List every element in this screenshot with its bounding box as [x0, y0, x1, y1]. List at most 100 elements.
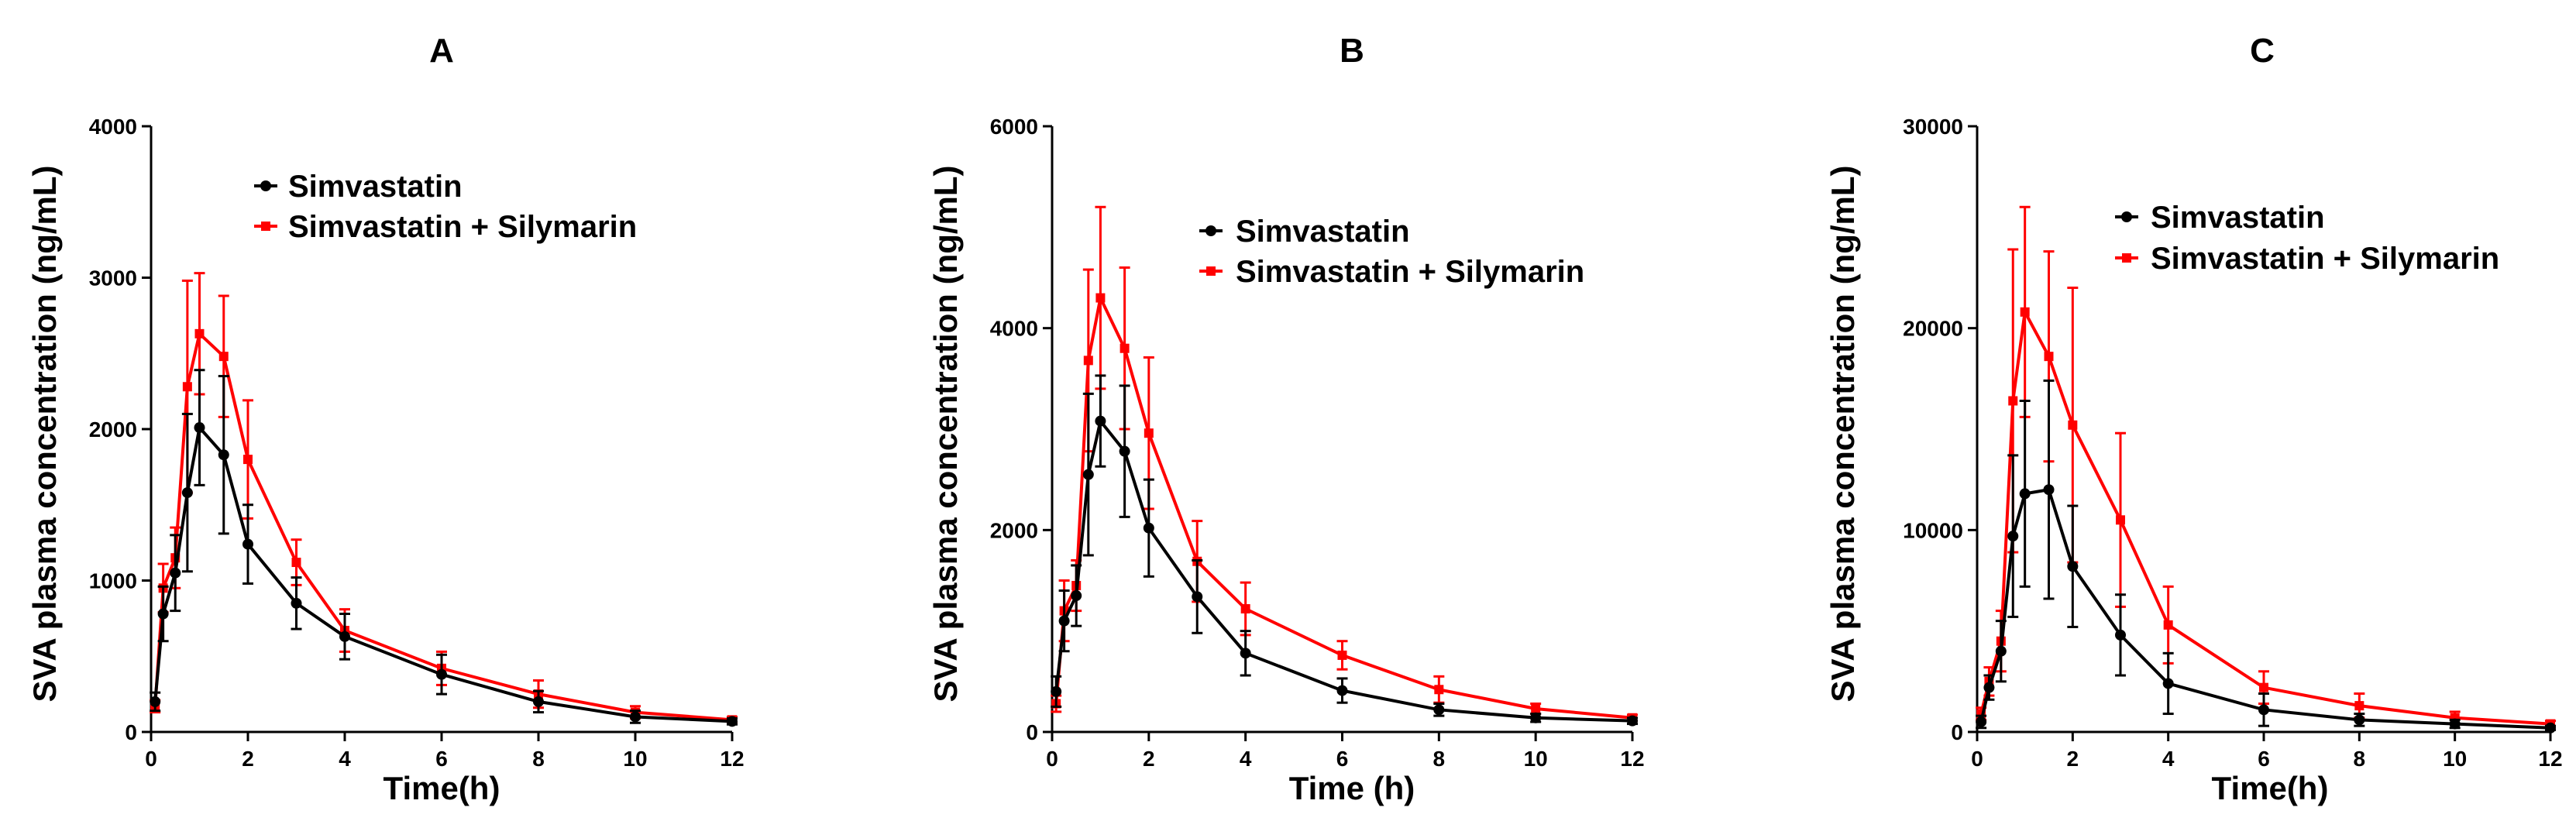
x-tick-label: 8 [2354, 747, 2366, 771]
y-tick-label: 0 [125, 720, 137, 744]
data-point [2008, 396, 2018, 406]
x-tick-label: 0 [1046, 747, 1058, 771]
data-point [243, 455, 253, 465]
y-tick-label: 20000 [1903, 317, 1963, 341]
y-tick-label: 4000 [89, 115, 137, 139]
series-simvastatin [1051, 374, 1638, 727]
legend-label-simvastatin-silymarin: Simvastatin + Silymarin [1236, 255, 1584, 289]
data-point [1240, 603, 1250, 613]
y-tick-label: 6000 [990, 115, 1038, 139]
x-tick-label: 2 [242, 747, 254, 771]
x-tick-label: 8 [1433, 747, 1446, 771]
data-point [2020, 307, 2030, 317]
data-point [1071, 590, 1082, 602]
panel-a-title: A [429, 32, 454, 70]
y-tick-label: 2000 [89, 417, 137, 441]
series-line [1054, 417, 1633, 723]
data-point [1240, 648, 1251, 659]
panel-c: C SVA plasma concentration (ng/mL) Time(… [1825, 32, 2563, 806]
legend-item-simvastatin-silymarin: Simvastatin + Silymarin [2115, 242, 2499, 276]
data-point [1433, 704, 1445, 716]
y-tick-label: 30000 [1903, 115, 1963, 139]
panel-b-legend: Simvastatin Simvastatin + Silymarin [1199, 215, 1584, 289]
data-point [291, 558, 301, 568]
y-tick-label: 10000 [1903, 518, 1963, 542]
legend-item-simvastatin: Simvastatin [254, 170, 463, 204]
data-point [436, 668, 447, 680]
data-point [1143, 522, 1154, 534]
legend-marker-simvastatin [2121, 211, 2132, 222]
data-point [170, 567, 181, 579]
legend-marker-simvastatin [1205, 225, 1216, 236]
legend-item-simvastatin-silymarin: Simvastatin + Silymarin [254, 210, 637, 244]
legend-marker-simvastatin-silymarin [2122, 253, 2131, 263]
data-point [2259, 682, 2268, 692]
data-point [727, 716, 738, 727]
panel-a-ylabel: SVA plasma concentration (ng/mL) [26, 165, 63, 702]
data-point [533, 696, 544, 707]
legend-marker-simvastatin-silymarin [261, 222, 270, 231]
data-point [1983, 682, 1995, 693]
data-point [1083, 356, 1093, 366]
data-point [291, 597, 302, 609]
data-point [2354, 701, 2364, 711]
data-point [1095, 415, 1106, 427]
data-point [2354, 714, 2365, 726]
data-point [1337, 650, 1347, 660]
data-point [630, 711, 641, 723]
y-tick-label: 4000 [990, 317, 1038, 341]
data-point [1627, 715, 1638, 727]
data-point [2019, 488, 2031, 500]
data-point [1976, 716, 1987, 727]
data-point [339, 630, 350, 642]
x-tick-label: 12 [720, 747, 744, 771]
x-tick-label: 12 [1620, 747, 1644, 771]
data-point [1144, 428, 1154, 438]
data-point [1995, 645, 2007, 657]
panel-c-legend: Simvastatin Simvastatin + Silymarin [2115, 201, 2499, 276]
data-point [194, 328, 205, 338]
panel-a-xlabel: Time(h) [383, 770, 500, 806]
x-tick-label: 0 [1971, 747, 1983, 771]
y-tick-label: 0 [1951, 720, 1963, 744]
y-tick-label: 2000 [990, 518, 1038, 542]
y-tick-label: 0 [1026, 720, 1038, 744]
panel-c-ylabel: SVA plasma concentration (ng/mL) [1825, 165, 1861, 702]
data-point [218, 352, 229, 362]
data-point [2068, 420, 2078, 430]
x-tick-label: 0 [145, 747, 157, 771]
x-tick-label: 2 [2067, 747, 2079, 771]
data-point [1051, 685, 1062, 697]
series-simvastatin [150, 369, 738, 727]
y-tick-label: 3000 [89, 266, 137, 290]
x-tick-label: 4 [1240, 747, 1252, 771]
x-tick-label: 10 [1524, 747, 1548, 771]
legend-label-simvastatin-silymarin: Simvastatin + Silymarin [2151, 242, 2499, 276]
data-point [2007, 531, 2019, 542]
data-point [218, 449, 229, 461]
x-tick-label: 4 [339, 747, 351, 771]
data-point [2163, 620, 2173, 630]
data-point [181, 487, 193, 499]
panel-b: B SVA plasma concentration (ng/mL) Time … [927, 32, 1645, 806]
panel-b-title: B [1340, 32, 1364, 70]
data-point [2116, 515, 2125, 525]
data-point [1058, 615, 1070, 627]
x-tick-label: 2 [1143, 747, 1155, 771]
panel-b-xlabel: Time (h) [1289, 770, 1415, 806]
data-point [1095, 293, 1106, 303]
panel-a-plot: 0 1000 2000 3000 4000 0 2 4 6 8 10 12 [89, 115, 745, 771]
data-point [1119, 445, 1130, 457]
data-point [1082, 469, 1094, 480]
x-tick-label: 12 [2538, 747, 2562, 771]
data-point [2115, 629, 2126, 641]
panel-a-legend: Simvastatin Simvastatin + Silymarin [254, 170, 637, 244]
data-point [1336, 685, 1348, 696]
data-point [1192, 591, 1203, 603]
data-point [2162, 678, 2174, 689]
panel-c-plot: 0 10000 20000 30000 0 2 4 6 8 10 12 [1903, 115, 2562, 771]
data-point [182, 382, 192, 392]
data-point [2545, 722, 2556, 734]
data-point [2043, 484, 2055, 496]
panel-b-plot: 0 2000 4000 6000 0 2 4 6 8 10 12 [990, 115, 1645, 771]
